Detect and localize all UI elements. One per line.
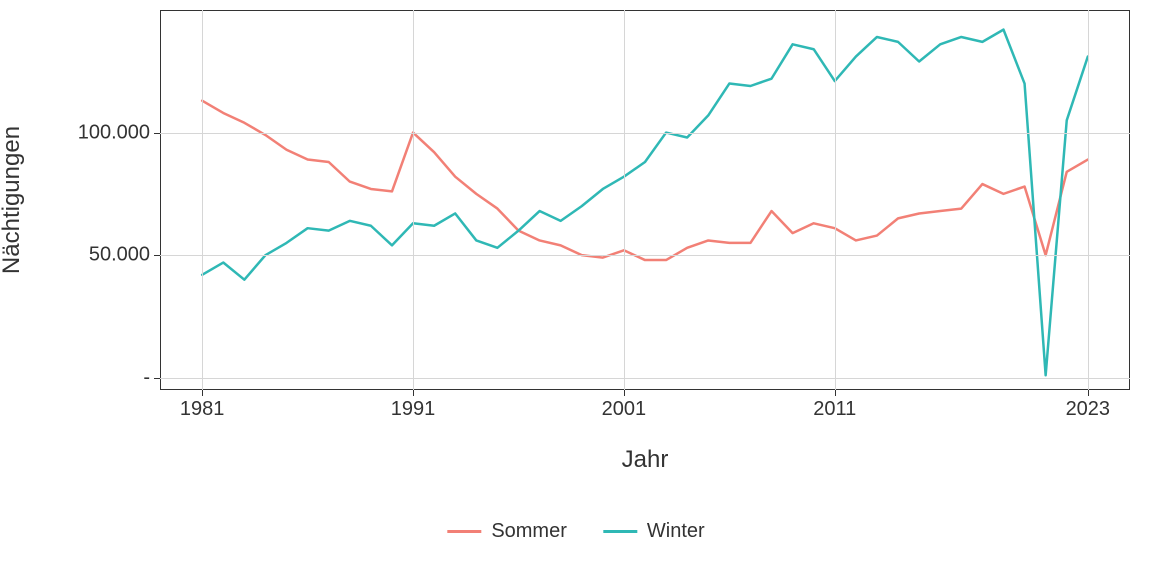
x-tick-mark bbox=[1088, 390, 1089, 396]
gridline-horizontal bbox=[160, 255, 1130, 256]
gridline-horizontal bbox=[160, 378, 1130, 379]
x-tick-mark bbox=[835, 390, 836, 396]
series-sommer bbox=[202, 101, 1088, 260]
gridline-vertical bbox=[624, 10, 625, 390]
legend-item-winter: Winter bbox=[603, 520, 705, 543]
chart-container: 19811991200120112023-50.000100.000 Nächt… bbox=[0, 0, 1152, 576]
x-tick-label: 2001 bbox=[602, 398, 647, 421]
line-series-layer bbox=[160, 10, 1130, 390]
x-tick-label: 2011 bbox=[813, 398, 856, 421]
legend-label-winter: Winter bbox=[647, 520, 705, 543]
series-winter bbox=[202, 30, 1088, 376]
x-tick-label: 1981 bbox=[180, 398, 225, 421]
x-tick-label: 2023 bbox=[1066, 398, 1111, 421]
y-tick-label: 50.000 bbox=[89, 244, 150, 267]
x-axis-title: Jahr bbox=[622, 446, 669, 474]
gridline-vertical bbox=[202, 10, 203, 390]
plot-area: 19811991200120112023-50.000100.000 bbox=[160, 10, 1130, 390]
legend-swatch-winter bbox=[603, 530, 637, 533]
gridline-horizontal bbox=[160, 133, 1130, 134]
y-tick-mark bbox=[154, 255, 160, 256]
legend-swatch-sommer bbox=[447, 530, 481, 533]
x-tick-mark bbox=[413, 390, 414, 396]
gridline-vertical bbox=[413, 10, 414, 390]
legend-label-sommer: Sommer bbox=[491, 520, 567, 543]
y-tick-mark bbox=[154, 378, 160, 379]
legend: Sommer Winter bbox=[447, 520, 704, 543]
y-tick-label: 100.000 bbox=[78, 121, 150, 144]
x-tick-label: 1991 bbox=[391, 398, 436, 421]
x-tick-mark bbox=[624, 390, 625, 396]
gridline-vertical bbox=[1088, 10, 1089, 390]
gridline-vertical bbox=[835, 10, 836, 390]
x-tick-mark bbox=[202, 390, 203, 396]
y-axis-title: Nächtigungen bbox=[0, 126, 26, 274]
y-tick-label: - bbox=[143, 366, 150, 389]
y-tick-mark bbox=[154, 133, 160, 134]
legend-item-sommer: Sommer bbox=[447, 520, 567, 543]
